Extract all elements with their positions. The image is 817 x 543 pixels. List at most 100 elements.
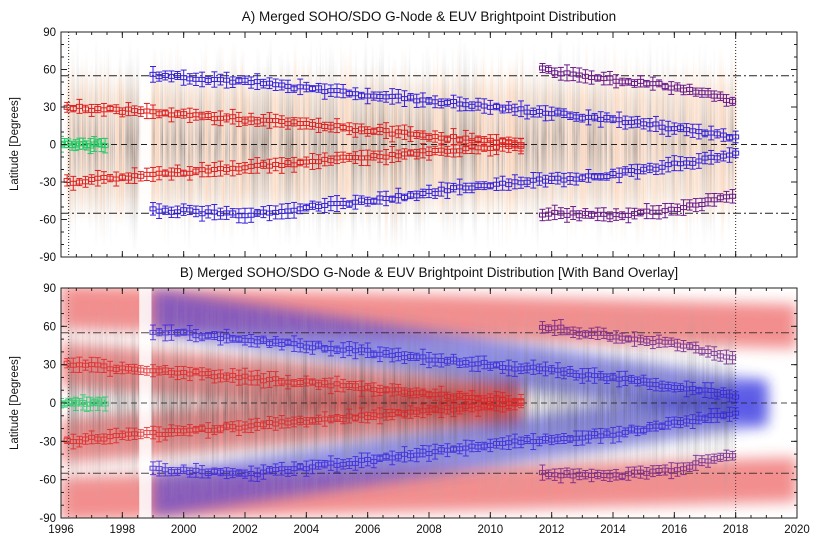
data-point xyxy=(180,466,188,472)
density-streak xyxy=(67,322,70,506)
data-point xyxy=(640,377,648,383)
data-point xyxy=(413,151,421,157)
density-streak xyxy=(481,325,483,503)
data-point xyxy=(545,66,553,72)
data-point xyxy=(315,85,323,91)
data-point xyxy=(618,473,626,479)
series-south-outer xyxy=(149,147,740,224)
density-streak xyxy=(626,296,629,485)
density-streak xyxy=(109,304,112,500)
density-streak xyxy=(718,327,722,479)
density-streak xyxy=(574,331,577,511)
density-streak xyxy=(278,321,281,492)
x-tick-label: 1996 xyxy=(48,524,74,536)
density-streak xyxy=(622,326,626,493)
density-streak xyxy=(237,303,240,485)
panel-a-title: A) Merged SOHO/SDO G-Node & EUV Brightpo… xyxy=(242,9,616,24)
series-south-inner xyxy=(63,137,525,191)
density-streak xyxy=(613,325,616,477)
density-streak xyxy=(111,315,114,492)
data-point xyxy=(216,426,224,432)
data-point xyxy=(640,427,648,433)
x-tick-label: 2002 xyxy=(232,524,258,536)
density-streak xyxy=(269,297,272,488)
density-streak xyxy=(373,316,375,486)
density-streak xyxy=(390,321,392,493)
density-streak xyxy=(193,301,195,501)
data-point xyxy=(667,339,675,345)
density-streak xyxy=(304,297,308,496)
density-streak xyxy=(354,300,357,501)
density-streak xyxy=(202,325,205,502)
density-streak xyxy=(601,325,604,485)
data-point xyxy=(370,458,378,464)
data-point xyxy=(382,154,390,160)
density-streak xyxy=(553,326,556,476)
data-point xyxy=(615,172,623,178)
density-streak xyxy=(126,325,129,483)
data-point xyxy=(83,401,91,407)
y-tick-label: -60 xyxy=(39,475,56,487)
density-streak xyxy=(191,307,194,486)
density-streak xyxy=(520,321,522,502)
density-streak xyxy=(250,305,254,499)
data-point xyxy=(72,142,80,148)
density-streak xyxy=(314,324,317,501)
density-streak xyxy=(631,299,633,496)
density-streak xyxy=(189,316,192,496)
x-tick-label: 2004 xyxy=(294,524,320,536)
density-streak xyxy=(301,313,305,496)
data-point xyxy=(388,196,396,202)
data-point xyxy=(413,452,421,458)
data-point xyxy=(557,324,565,330)
data-point xyxy=(63,177,71,183)
density-streak xyxy=(425,328,428,503)
density-streak xyxy=(711,304,713,488)
panel-b-ylabel: Latitude [Degrees] xyxy=(9,356,21,450)
data-point xyxy=(112,106,120,112)
density-streak xyxy=(609,312,613,497)
density-streak xyxy=(217,299,220,485)
density-streak xyxy=(226,318,229,480)
data-point xyxy=(719,390,727,396)
density-streak xyxy=(386,332,389,499)
density-streak xyxy=(351,300,354,485)
series-south-new xyxy=(538,449,737,484)
y-tick-label: 30 xyxy=(43,360,56,372)
density-streak xyxy=(178,317,182,495)
density-streak xyxy=(635,300,638,511)
data-point xyxy=(673,84,681,90)
data-point xyxy=(308,345,316,351)
y-tick-label: 90 xyxy=(43,283,56,295)
data-point xyxy=(716,93,724,99)
density-streak xyxy=(555,329,559,486)
density-streak xyxy=(161,294,165,501)
density-streak xyxy=(670,321,673,478)
data-point xyxy=(382,349,390,355)
density-streak xyxy=(150,299,153,485)
data-point xyxy=(584,434,592,440)
density-streak xyxy=(531,309,534,511)
data-point xyxy=(695,158,703,164)
data-point xyxy=(161,367,169,373)
data-point xyxy=(272,376,280,382)
density-streak xyxy=(241,308,243,478)
density-streak xyxy=(523,311,527,477)
data-point xyxy=(517,398,525,404)
density-streak xyxy=(416,332,419,512)
density-streak xyxy=(438,322,442,480)
density-streak xyxy=(466,332,469,481)
density-streak xyxy=(340,300,342,509)
density-streak xyxy=(165,331,168,499)
data-point xyxy=(719,132,727,138)
data-point xyxy=(75,399,83,405)
density-streak xyxy=(236,329,238,497)
data-point xyxy=(90,141,98,147)
data-point xyxy=(566,368,574,374)
density-streak xyxy=(330,300,333,493)
density-streak xyxy=(522,317,526,496)
y-tick-label: -60 xyxy=(39,215,56,227)
x-tick-label: 2000 xyxy=(171,524,197,536)
density-streak xyxy=(135,330,138,512)
density-streak xyxy=(328,324,332,503)
